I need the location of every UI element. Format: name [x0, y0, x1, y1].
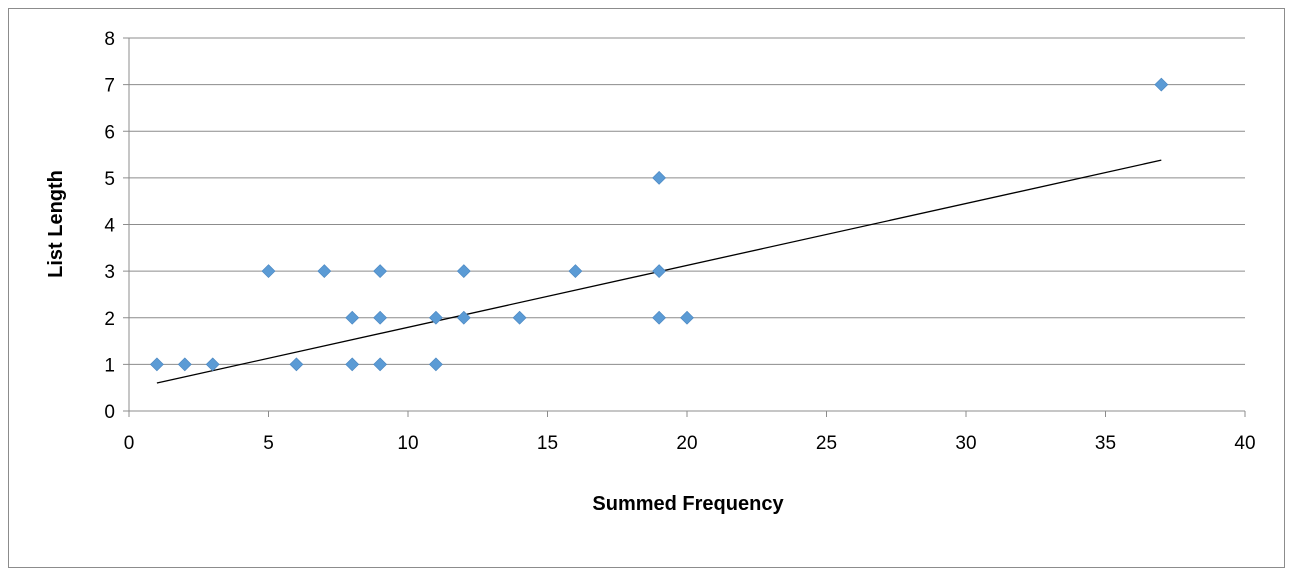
data-point-diamond [512, 310, 527, 325]
x-tick-label: 40 [1234, 433, 1255, 454]
y-tick-label: 0 [104, 402, 115, 423]
x-tick-label: 20 [676, 433, 697, 454]
x-tick-label: 5 [263, 433, 274, 454]
chart-frame [8, 8, 1285, 568]
data-point-diamond [289, 357, 304, 372]
data-point-diamond [373, 264, 388, 279]
y-tick-label: 7 [104, 76, 115, 97]
y-tick-label: 3 [104, 262, 115, 283]
y-tick-label: 5 [104, 169, 115, 190]
data-point-diamond [652, 264, 667, 279]
x-tick-label: 10 [397, 433, 418, 454]
data-point-diamond [373, 310, 388, 325]
scatter-chart: 0 1 2 3 4 5 6 7 8 0 5 10 15 20 25 30 35 40 Summed Frequen… [45, 29, 1256, 515]
x-tick-label: 25 [816, 433, 837, 454]
data-point-diamond [261, 264, 276, 279]
y-axis-title: List Length [45, 170, 67, 278]
x-tick-label: 35 [1095, 433, 1116, 454]
x-tick-label: 30 [955, 433, 976, 454]
x-axis-title: Summed Frequency [592, 493, 784, 515]
y-tick-label: 2 [104, 309, 115, 330]
data-point-diamond [177, 357, 192, 372]
data-point-diamond [652, 310, 667, 325]
data-point-diamond [205, 357, 220, 372]
data-point-diamond [1154, 77, 1169, 92]
y-tick-label: 8 [104, 29, 115, 50]
axes [123, 37, 1246, 417]
y-tick-label: 6 [104, 122, 115, 143]
data-point-diamond [652, 170, 667, 185]
data-point-diamond [456, 264, 471, 279]
x-tick-label: 15 [537, 433, 558, 454]
tick-labels: 0 1 2 3 4 5 6 7 8 0 5 10 15 20 25 30 35 40 [104, 29, 1255, 454]
data-point-diamond [345, 310, 360, 325]
y-tick-label: 1 [104, 355, 115, 376]
gridlines [129, 37, 1245, 365]
y-tick-label: 4 [104, 216, 115, 237]
x-tick-label: 0 [124, 433, 135, 454]
data-point-diamond [456, 310, 471, 325]
data-point-diamond [428, 357, 443, 372]
data-points [149, 77, 1169, 372]
data-point-diamond [680, 310, 694, 325]
data-point-diamond [345, 357, 360, 372]
data-point-diamond [373, 357, 388, 372]
data-point-diamond [149, 357, 164, 372]
data-point-diamond [428, 310, 443, 325]
data-point-diamond [568, 264, 583, 279]
data-point-diamond [317, 264, 332, 279]
